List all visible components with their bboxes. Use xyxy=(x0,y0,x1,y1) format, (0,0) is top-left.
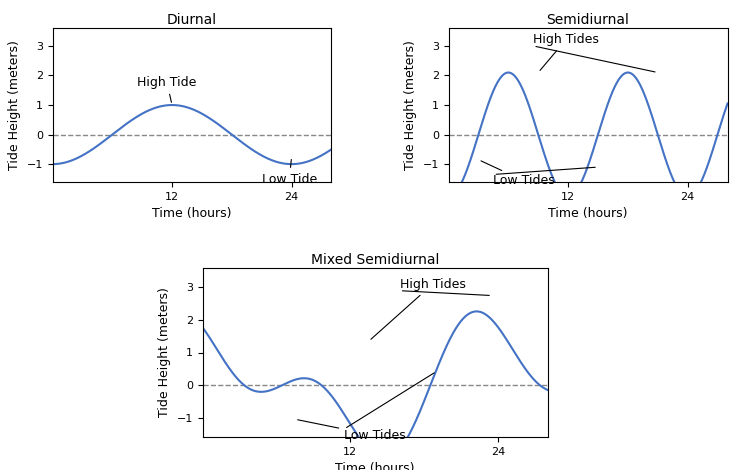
Text: High Tides: High Tides xyxy=(371,278,466,339)
Text: Low Tides: Low Tides xyxy=(481,161,555,188)
X-axis label: Time (hours): Time (hours) xyxy=(152,207,232,220)
Title: Semidiurnal: Semidiurnal xyxy=(547,13,629,27)
Text: Low Tide: Low Tide xyxy=(262,159,317,186)
Title: Diurnal: Diurnal xyxy=(167,13,217,27)
Y-axis label: Tide Height (meters): Tide Height (meters) xyxy=(158,288,171,417)
Text: High Tide: High Tide xyxy=(137,76,196,102)
Text: Low Tides: Low Tides xyxy=(298,420,406,442)
Text: High Tides: High Tides xyxy=(533,33,599,70)
Title: Mixed Semidiurnal: Mixed Semidiurnal xyxy=(310,253,440,267)
Y-axis label: Tide Height (meters): Tide Height (meters) xyxy=(404,40,417,170)
X-axis label: Time (hours): Time (hours) xyxy=(548,207,628,220)
X-axis label: Time (hours): Time (hours) xyxy=(335,462,415,470)
Y-axis label: Tide Height (meters): Tide Height (meters) xyxy=(8,40,21,170)
